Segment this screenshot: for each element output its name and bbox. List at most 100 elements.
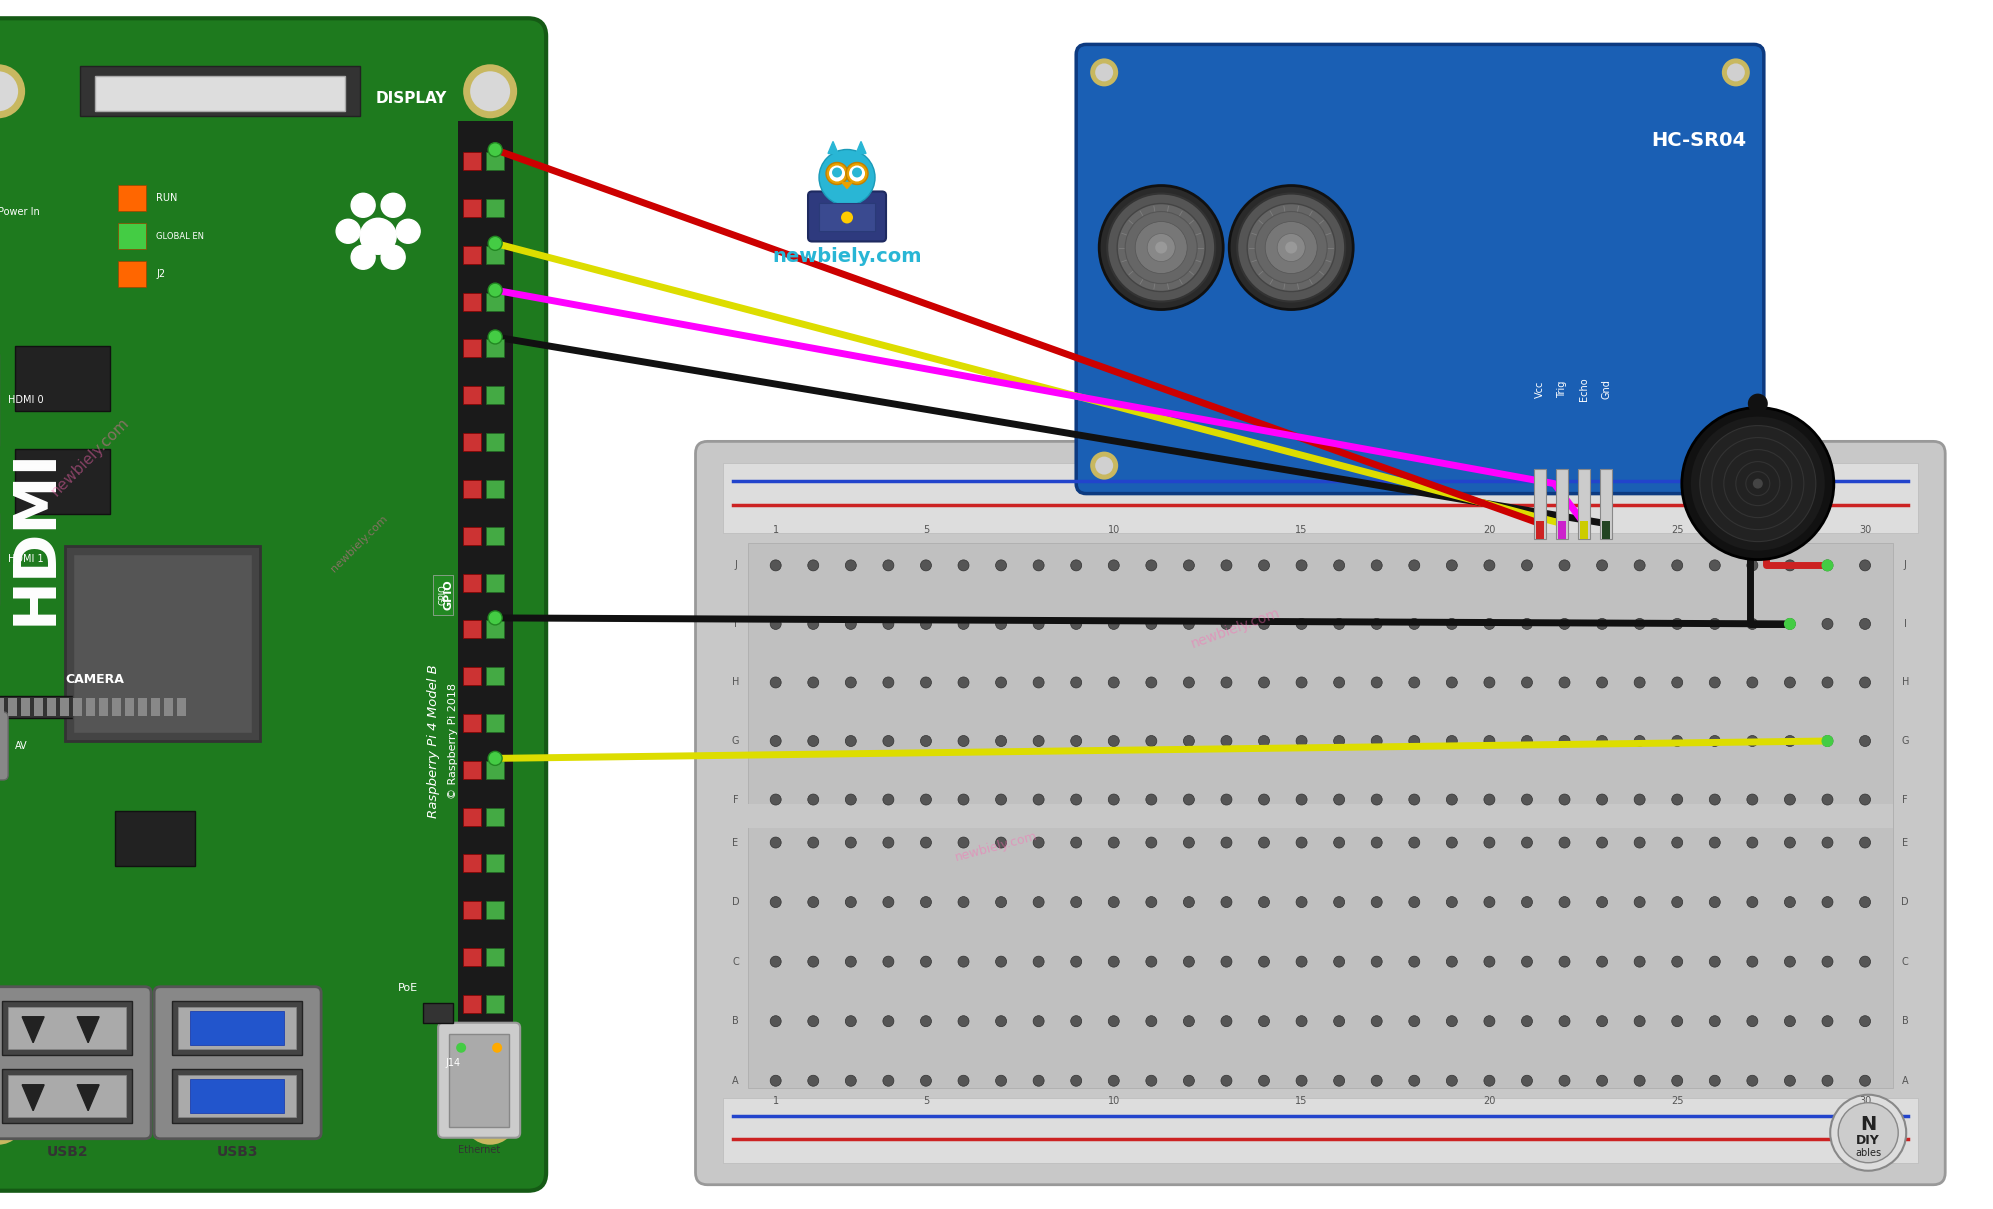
Bar [34, 698, 44, 716]
FancyBboxPatch shape [0, 18, 546, 1191]
Circle shape [1070, 1016, 1082, 1026]
Circle shape [1295, 1016, 1307, 1026]
Circle shape [1108, 794, 1120, 805]
Polygon shape [827, 141, 837, 154]
Circle shape [959, 1016, 969, 1026]
Circle shape [845, 1075, 857, 1086]
Polygon shape [191, 1013, 213, 1041]
Circle shape [883, 560, 895, 571]
Text: 30: 30 [1859, 526, 1871, 536]
Circle shape [1032, 619, 1044, 630]
Circle shape [1838, 1103, 1897, 1163]
Circle shape [1184, 560, 1194, 571]
Bar [1535, 469, 1547, 538]
Text: newbiely.com: newbiely.com [771, 248, 923, 266]
Circle shape [1746, 837, 1758, 848]
Circle shape [1222, 1075, 1232, 1086]
Text: F: F [733, 794, 737, 804]
Circle shape [488, 143, 502, 157]
Circle shape [819, 150, 875, 206]
Text: J14: J14 [446, 1058, 460, 1068]
Text: J2: J2 [155, 270, 165, 279]
Bar [462, 995, 480, 1013]
Circle shape [769, 735, 781, 746]
Circle shape [1596, 560, 1608, 571]
Circle shape [807, 956, 819, 967]
Circle shape [769, 956, 781, 967]
FancyBboxPatch shape [696, 441, 1945, 1185]
Circle shape [1371, 735, 1383, 746]
Circle shape [1859, 956, 1871, 967]
Circle shape [845, 794, 857, 805]
Circle shape [0, 1091, 26, 1145]
Circle shape [959, 560, 969, 571]
Circle shape [1521, 837, 1533, 848]
Circle shape [883, 794, 895, 805]
Bar [486, 620, 504, 638]
Text: 5: 5 [923, 1095, 929, 1106]
Circle shape [1230, 185, 1353, 310]
Bar [486, 386, 504, 404]
Polygon shape [22, 1017, 44, 1042]
Circle shape [1108, 677, 1120, 688]
Circle shape [959, 956, 969, 967]
Bar [462, 1042, 480, 1060]
Circle shape [456, 1042, 466, 1053]
Circle shape [1485, 560, 1495, 571]
Circle shape [1266, 221, 1317, 273]
Circle shape [1784, 837, 1796, 848]
Circle shape [996, 1075, 1006, 1086]
Circle shape [1295, 956, 1307, 967]
Circle shape [1690, 416, 1826, 551]
Circle shape [381, 193, 405, 218]
Circle shape [1032, 956, 1044, 967]
Bar [723, 463, 1917, 533]
Circle shape [1822, 735, 1834, 746]
Circle shape [845, 619, 857, 630]
Circle shape [1258, 837, 1270, 848]
Bar [118, 185, 145, 212]
Text: 10: 10 [1108, 526, 1120, 536]
Circle shape [1409, 735, 1419, 746]
Circle shape [492, 1042, 502, 1053]
Bar [8, 698, 18, 716]
Circle shape [845, 162, 869, 185]
Text: USB3: USB3 [217, 1145, 257, 1158]
Circle shape [1672, 560, 1682, 571]
Text: C: C [1901, 956, 1909, 967]
Circle shape [1596, 677, 1608, 688]
Circle shape [1333, 837, 1345, 848]
Text: HC-SR04: HC-SR04 [1652, 131, 1746, 150]
Circle shape [1559, 794, 1570, 805]
Text: 20: 20 [1483, 526, 1495, 536]
Circle shape [1295, 677, 1307, 688]
Circle shape [849, 166, 865, 181]
Circle shape [488, 236, 502, 250]
Circle shape [1333, 677, 1345, 688]
Text: N: N [1859, 1115, 1875, 1134]
Circle shape [1371, 677, 1383, 688]
Circle shape [1184, 956, 1194, 967]
Bar [8, 1007, 126, 1048]
Bar [486, 573, 504, 591]
Circle shape [323, 181, 432, 291]
Circle shape [921, 794, 931, 805]
Circle shape [1634, 619, 1644, 630]
Bar [462, 715, 480, 731]
Bar [1602, 521, 1610, 538]
Circle shape [996, 735, 1006, 746]
Circle shape [1859, 897, 1871, 908]
Bar [66, 546, 261, 741]
Circle shape [470, 1098, 510, 1138]
Text: A: A [1901, 1076, 1909, 1086]
Bar [486, 245, 504, 264]
Text: 25: 25 [1670, 1095, 1684, 1106]
Circle shape [1184, 735, 1194, 746]
Circle shape [769, 837, 781, 848]
Bar [1557, 469, 1568, 538]
Circle shape [1784, 1075, 1796, 1086]
Circle shape [1222, 677, 1232, 688]
Text: newbiely.com: newbiely.com [1190, 606, 1281, 652]
Circle shape [769, 560, 781, 571]
Circle shape [1258, 956, 1270, 967]
